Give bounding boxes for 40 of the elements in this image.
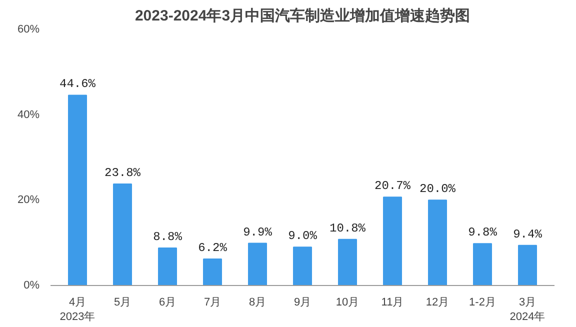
chart-title: 2023-2024年3月中国汽车制造业增加值增速趋势图 xyxy=(134,6,470,24)
x-tick-label: 1-2月 xyxy=(469,296,496,308)
text: 10.8% xyxy=(329,221,366,236)
text: 20.7% xyxy=(374,179,411,194)
text: 44.6% xyxy=(59,77,96,92)
bar xyxy=(248,242,267,286)
bar xyxy=(428,200,447,286)
bar xyxy=(383,196,402,286)
text: 8.8% xyxy=(153,230,182,244)
bar xyxy=(293,246,312,286)
text: 2023年 xyxy=(60,310,96,323)
x-tick-label: 6月 xyxy=(158,296,176,308)
text: 9.9% xyxy=(243,225,272,240)
x-tick-label: 4月 xyxy=(68,296,86,308)
y-tick-label: 60% xyxy=(17,24,40,36)
text: 23.8% xyxy=(104,166,141,180)
x-tick-label: 7月 xyxy=(204,296,222,308)
y-tick-label: 0% xyxy=(24,280,40,292)
text: 2024年 xyxy=(510,310,546,323)
bar xyxy=(473,243,492,286)
text: 9.8% xyxy=(468,226,497,240)
bar xyxy=(68,94,87,286)
x-tick-label: 11月 xyxy=(381,296,404,308)
x-tick-label: 12月 xyxy=(426,296,450,308)
bar xyxy=(203,258,222,286)
text: 9.0% xyxy=(288,229,317,244)
text: 20.0% xyxy=(419,182,456,196)
bar xyxy=(338,238,357,286)
x-tick-label: 9月 xyxy=(294,296,312,308)
x-tick-label: 3月 xyxy=(518,296,536,308)
bar xyxy=(158,247,177,286)
x-tick-label: 8月 xyxy=(248,296,266,308)
text: 9.4% xyxy=(513,227,542,242)
y-tick-label: 20% xyxy=(17,194,40,206)
bar xyxy=(113,183,132,286)
y-tick-label: 40% xyxy=(17,108,40,121)
text: 6.2% xyxy=(198,241,227,256)
bar xyxy=(518,244,537,286)
x-tick-label: 10月 xyxy=(336,296,360,308)
x-tick-label: 5月 xyxy=(114,296,132,308)
